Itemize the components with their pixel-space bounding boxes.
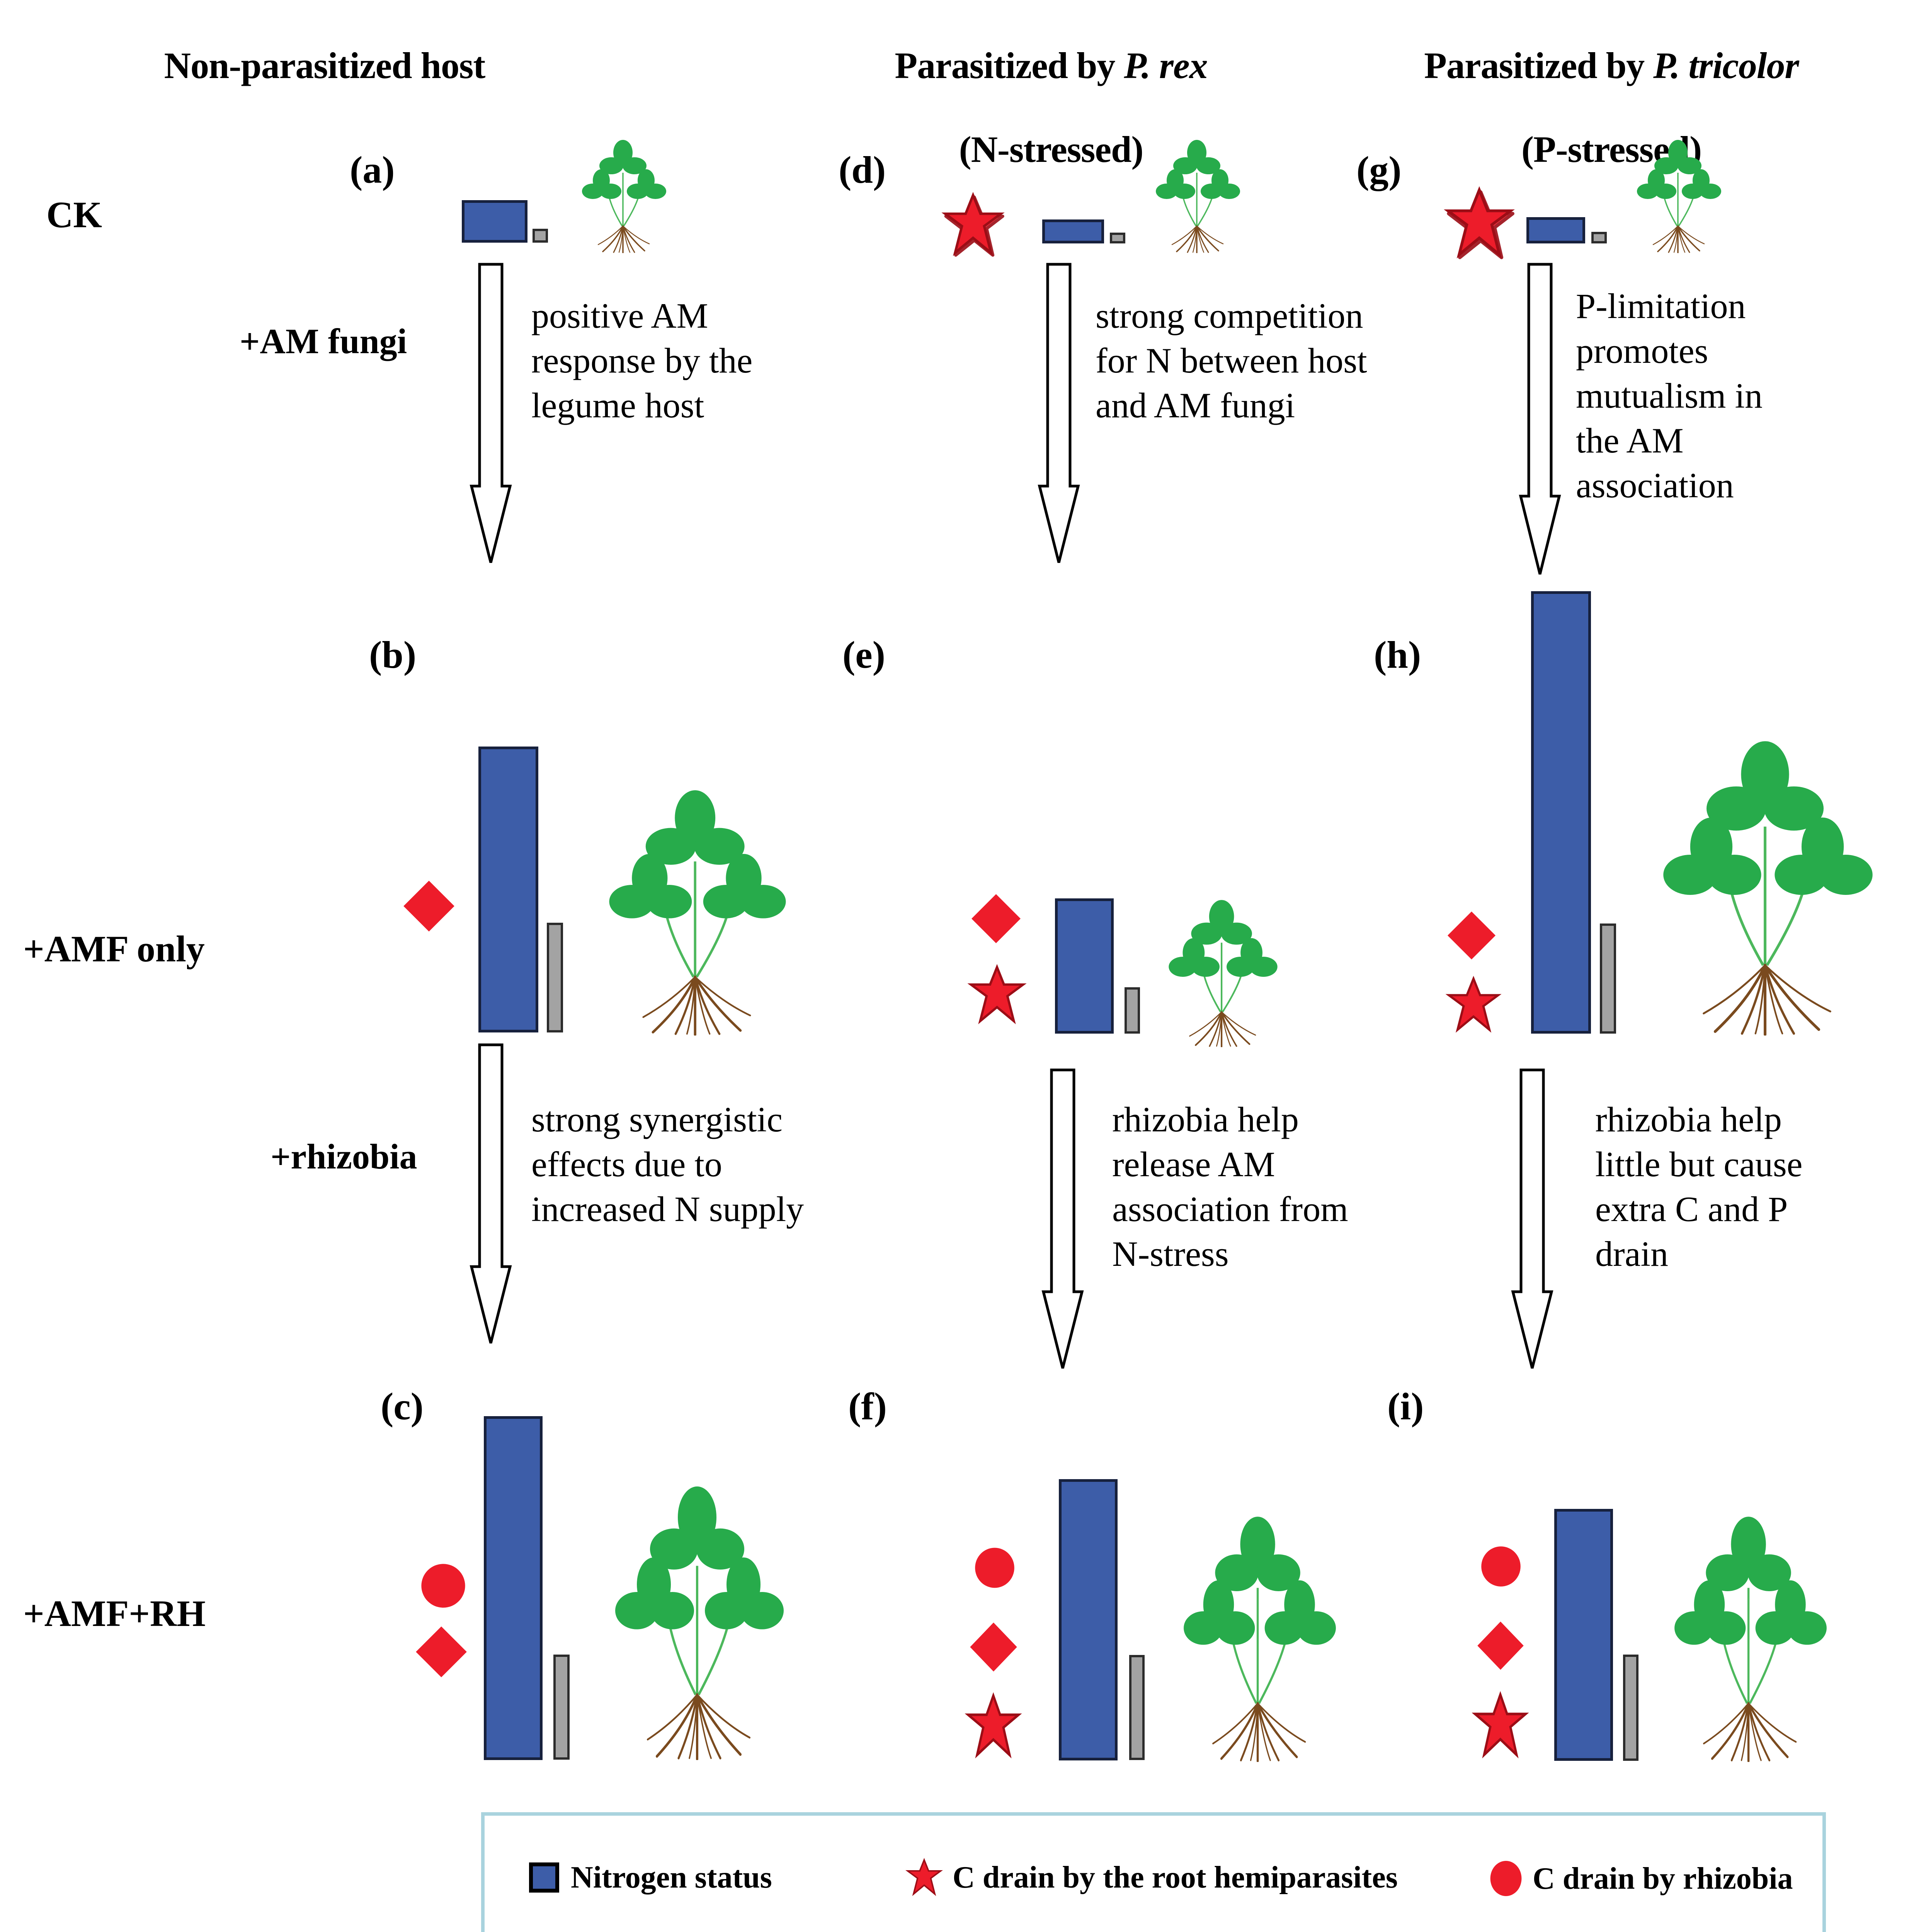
nitrogen-bar-i [1554, 1509, 1613, 1761]
arrow-am-fungi-col2 [1038, 263, 1080, 564]
phosphorus-bar-e [1125, 987, 1140, 1034]
plant-illustration-c [580, 1480, 819, 1760]
nitrogen-bar-h [1531, 591, 1591, 1034]
legend-label-rhizobia: C drain by rhizobia [1533, 1861, 1793, 1896]
circle-marker-c [420, 1563, 466, 1609]
legend-item-hemiparasites: C drain by the root hemiparasites [905, 1858, 1398, 1897]
phosphorus-bar-c [553, 1655, 570, 1760]
plant-illustration-e [1146, 896, 1300, 1047]
annotation-text-h-i: rhizobia help little but cause extra C a… [1595, 1100, 1803, 1274]
phosphorus-bar-i [1623, 1655, 1638, 1761]
nitrogen-bar-b [478, 747, 538, 1032]
phosphorus-bar-f [1129, 1655, 1145, 1760]
annotation-text-e-f: rhizobia help release AM association fro… [1112, 1100, 1348, 1274]
legend-label-hemiparasites: C drain by the root hemiparasites [953, 1861, 1398, 1895]
plant-illustration-d [1138, 137, 1258, 253]
phosphorus-bar-a [533, 229, 548, 243]
arrow-rhizobia-col3 [1511, 1068, 1553, 1370]
diamond-marker-i [1475, 1615, 1526, 1676]
star-marker-e [967, 964, 1027, 1024]
phosphorus-bar-h [1600, 923, 1616, 1034]
nitrogen-status-swatch [529, 1862, 559, 1893]
diamond-marker-h [1446, 910, 1497, 961]
arrow-rhizobia-col2 [1041, 1068, 1084, 1370]
transition-label-rhizobia-col1: +rhizobia [271, 1137, 417, 1176]
plant-illustration-f [1152, 1511, 1368, 1762]
plant-illustration-h [1619, 734, 1917, 1036]
nitrogen-bar-g [1526, 217, 1585, 243]
circle-marker-i [1480, 1542, 1522, 1591]
plant-illustration-b [572, 784, 823, 1036]
star-marker-g [1444, 186, 1515, 259]
transition-label-am-fungi-col1: +AM fungi [240, 321, 407, 361]
nitrogen-bar-f [1059, 1479, 1118, 1760]
panel-tag-g: (g) [1356, 148, 1402, 191]
red-star-icon [905, 1858, 943, 1897]
star-marker-h [1445, 976, 1502, 1033]
column-header-p-rex: Parasitized by P. rex (N-stressed) [804, 3, 1298, 213]
nitrogen-bar-a [462, 200, 527, 243]
red-circle-icon [1489, 1860, 1523, 1897]
plant-illustration-i [1642, 1511, 1859, 1762]
plant-illustration-a [564, 137, 684, 253]
plant-illustration-g [1619, 137, 1739, 253]
diamond-marker-b [402, 879, 456, 933]
column-header-line1: Parasitized by P. tricolor [1424, 45, 1799, 87]
column-header-line2: (P-stressed) [1521, 129, 1702, 170]
panel-tag-b: (b) [369, 633, 417, 676]
legend-item-rhizobia: C drain by rhizobia [1489, 1860, 1793, 1897]
legend-label-nitrogen: Nitrogen status [571, 1861, 772, 1895]
legend-item-nitrogen: Nitrogen status [529, 1862, 772, 1893]
column-header-line1: Non-parasitized host [164, 45, 486, 87]
row-label-amf-rh: +AMF+RH [23, 1593, 206, 1634]
row-label-ck: CK [46, 194, 102, 235]
arrow-am-fungi-col3 [1519, 263, 1561, 576]
nitrogen-bar-e [1055, 898, 1114, 1034]
arrow-rhizobia-col1 [470, 1043, 512, 1345]
diamond-marker-c [414, 1625, 468, 1679]
star-marker-f [965, 1692, 1022, 1759]
panel-tag-h: (h) [1374, 633, 1421, 676]
star-marker-d [941, 192, 1005, 257]
row-label-amf-only: +AMF only [23, 928, 205, 969]
panel-tag-i: (i) [1387, 1385, 1424, 1428]
panel-tag-c: (c) [381, 1385, 424, 1428]
circle-marker-f [974, 1544, 1016, 1592]
species-name: P. rex [1124, 45, 1208, 87]
column-header-non-parasitized: Non-parasitized host [93, 3, 556, 87]
annotation-text-b-c: strong synergistic effects due to increa… [531, 1100, 804, 1229]
panel-tag-f: (f) [848, 1385, 887, 1428]
annotation-text-g-h: P-limitation promotes mutualism in the A… [1576, 286, 1763, 505]
panel-tag-e: (e) [842, 633, 885, 676]
column-header-line2: (N-stressed) [959, 129, 1144, 170]
phosphorus-bar-g [1591, 232, 1607, 243]
phosphorus-bar-b [547, 923, 563, 1032]
nitrogen-bar-d [1042, 219, 1104, 243]
phosphorus-bar-d [1110, 233, 1125, 243]
star-marker-i [1472, 1691, 1529, 1759]
panel-tag-d: (d) [839, 148, 886, 191]
panel-tag-a: (a) [350, 148, 395, 191]
annotation-text-a-b: positive AM response by the legume host [531, 296, 753, 425]
column-header-line1: Parasitized by P. rex [895, 45, 1208, 87]
arrow-am-fungi-col1 [470, 263, 512, 564]
species-name: P. tricolor [1653, 45, 1799, 87]
column-header-p-tricolor: Parasitized by P. tricolor (P-stressed) [1322, 3, 1901, 213]
nitrogen-bar-c [484, 1416, 543, 1760]
annotation-text-d-e: strong competition for N between host an… [1096, 296, 1367, 425]
diamond-marker-f [968, 1617, 1019, 1677]
diamond-marker-e [970, 893, 1022, 945]
legend-box: Nitrogen status Phosphorous status C dra… [481, 1812, 1826, 1932]
